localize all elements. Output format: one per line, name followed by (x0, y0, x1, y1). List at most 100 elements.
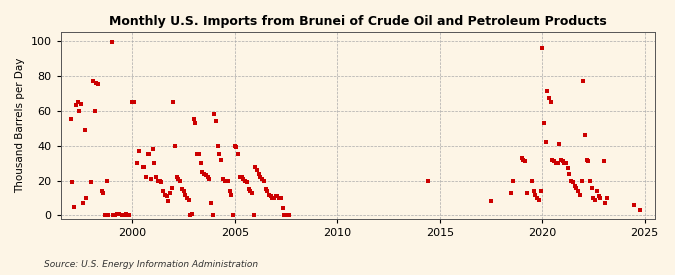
Point (233, 152, 244, 156)
Point (542, 89, 553, 94)
Point (260, 187, 271, 191)
Point (587, 185, 597, 190)
Point (118, 213, 129, 218)
Point (194, 152, 205, 156)
Point (549, 159, 560, 164)
Point (144, 152, 155, 156)
Point (269, 196, 279, 200)
Point (159, 192, 170, 197)
Point (508, 178, 518, 183)
Point (579, 133, 590, 137)
Point (230, 143, 240, 148)
Point (139, 164, 150, 169)
Point (128, 100, 139, 104)
Point (161, 194, 172, 199)
Point (209, 112, 219, 116)
Point (532, 196, 543, 200)
Point (272, 194, 283, 199)
Point (219, 178, 230, 183)
Point (132, 161, 143, 165)
Point (585, 178, 595, 183)
Point (180, 192, 190, 197)
Point (578, 79, 589, 83)
Point (168, 100, 179, 104)
Point (558, 159, 568, 164)
Point (74, 108, 85, 113)
Point (71, 103, 82, 108)
Point (176, 187, 187, 191)
Point (197, 170, 208, 174)
Point (601, 196, 612, 200)
Point (81, 196, 92, 200)
Point (103, 213, 113, 218)
Point (98, 191, 109, 195)
Point (485, 199, 496, 204)
Point (190, 121, 201, 125)
Point (562, 166, 573, 170)
Point (163, 199, 173, 204)
Point (149, 161, 160, 165)
Point (156, 180, 167, 185)
Point (238, 177, 249, 181)
Point (543, 96, 554, 101)
Point (223, 178, 234, 183)
Point (255, 175, 266, 179)
Point (137, 164, 148, 169)
Point (281, 213, 292, 218)
Point (540, 140, 551, 144)
Point (556, 157, 566, 162)
Point (88, 79, 99, 83)
Point (591, 189, 602, 193)
Point (593, 194, 604, 199)
Point (92, 82, 103, 87)
Point (107, 40, 117, 45)
Point (569, 183, 580, 188)
Point (78, 201, 88, 205)
Point (506, 191, 517, 195)
Point (158, 189, 169, 193)
Point (153, 178, 163, 183)
Point (140, 175, 151, 179)
Point (243, 187, 254, 191)
Point (166, 185, 177, 190)
Point (282, 213, 293, 218)
Point (516, 156, 527, 160)
Point (175, 178, 186, 183)
Point (245, 189, 256, 193)
Y-axis label: Thousand Barrels per Day: Thousand Barrels per Day (15, 58, 25, 193)
Point (204, 177, 215, 181)
Point (271, 194, 281, 199)
Point (530, 192, 541, 197)
Point (221, 178, 232, 183)
Point (595, 196, 605, 200)
Point (598, 159, 609, 164)
Point (192, 152, 202, 156)
Point (539, 121, 549, 125)
Point (561, 161, 572, 165)
Point (571, 185, 582, 190)
Point (69, 205, 80, 209)
Point (91, 80, 102, 85)
Point (182, 196, 192, 200)
Point (198, 171, 209, 176)
Point (256, 177, 267, 181)
Point (227, 213, 238, 218)
Point (526, 178, 537, 183)
Point (65, 117, 76, 122)
Point (267, 196, 277, 200)
Point (554, 142, 564, 146)
Point (226, 192, 237, 197)
Point (117, 213, 128, 218)
Point (518, 157, 529, 162)
Point (551, 161, 562, 165)
Point (600, 201, 611, 205)
Point (533, 197, 544, 202)
Point (576, 178, 587, 183)
Point (185, 213, 196, 218)
Point (76, 101, 86, 106)
Point (207, 213, 218, 218)
Point (265, 194, 276, 199)
Point (231, 145, 242, 150)
Point (147, 147, 158, 151)
Point (127, 100, 138, 104)
